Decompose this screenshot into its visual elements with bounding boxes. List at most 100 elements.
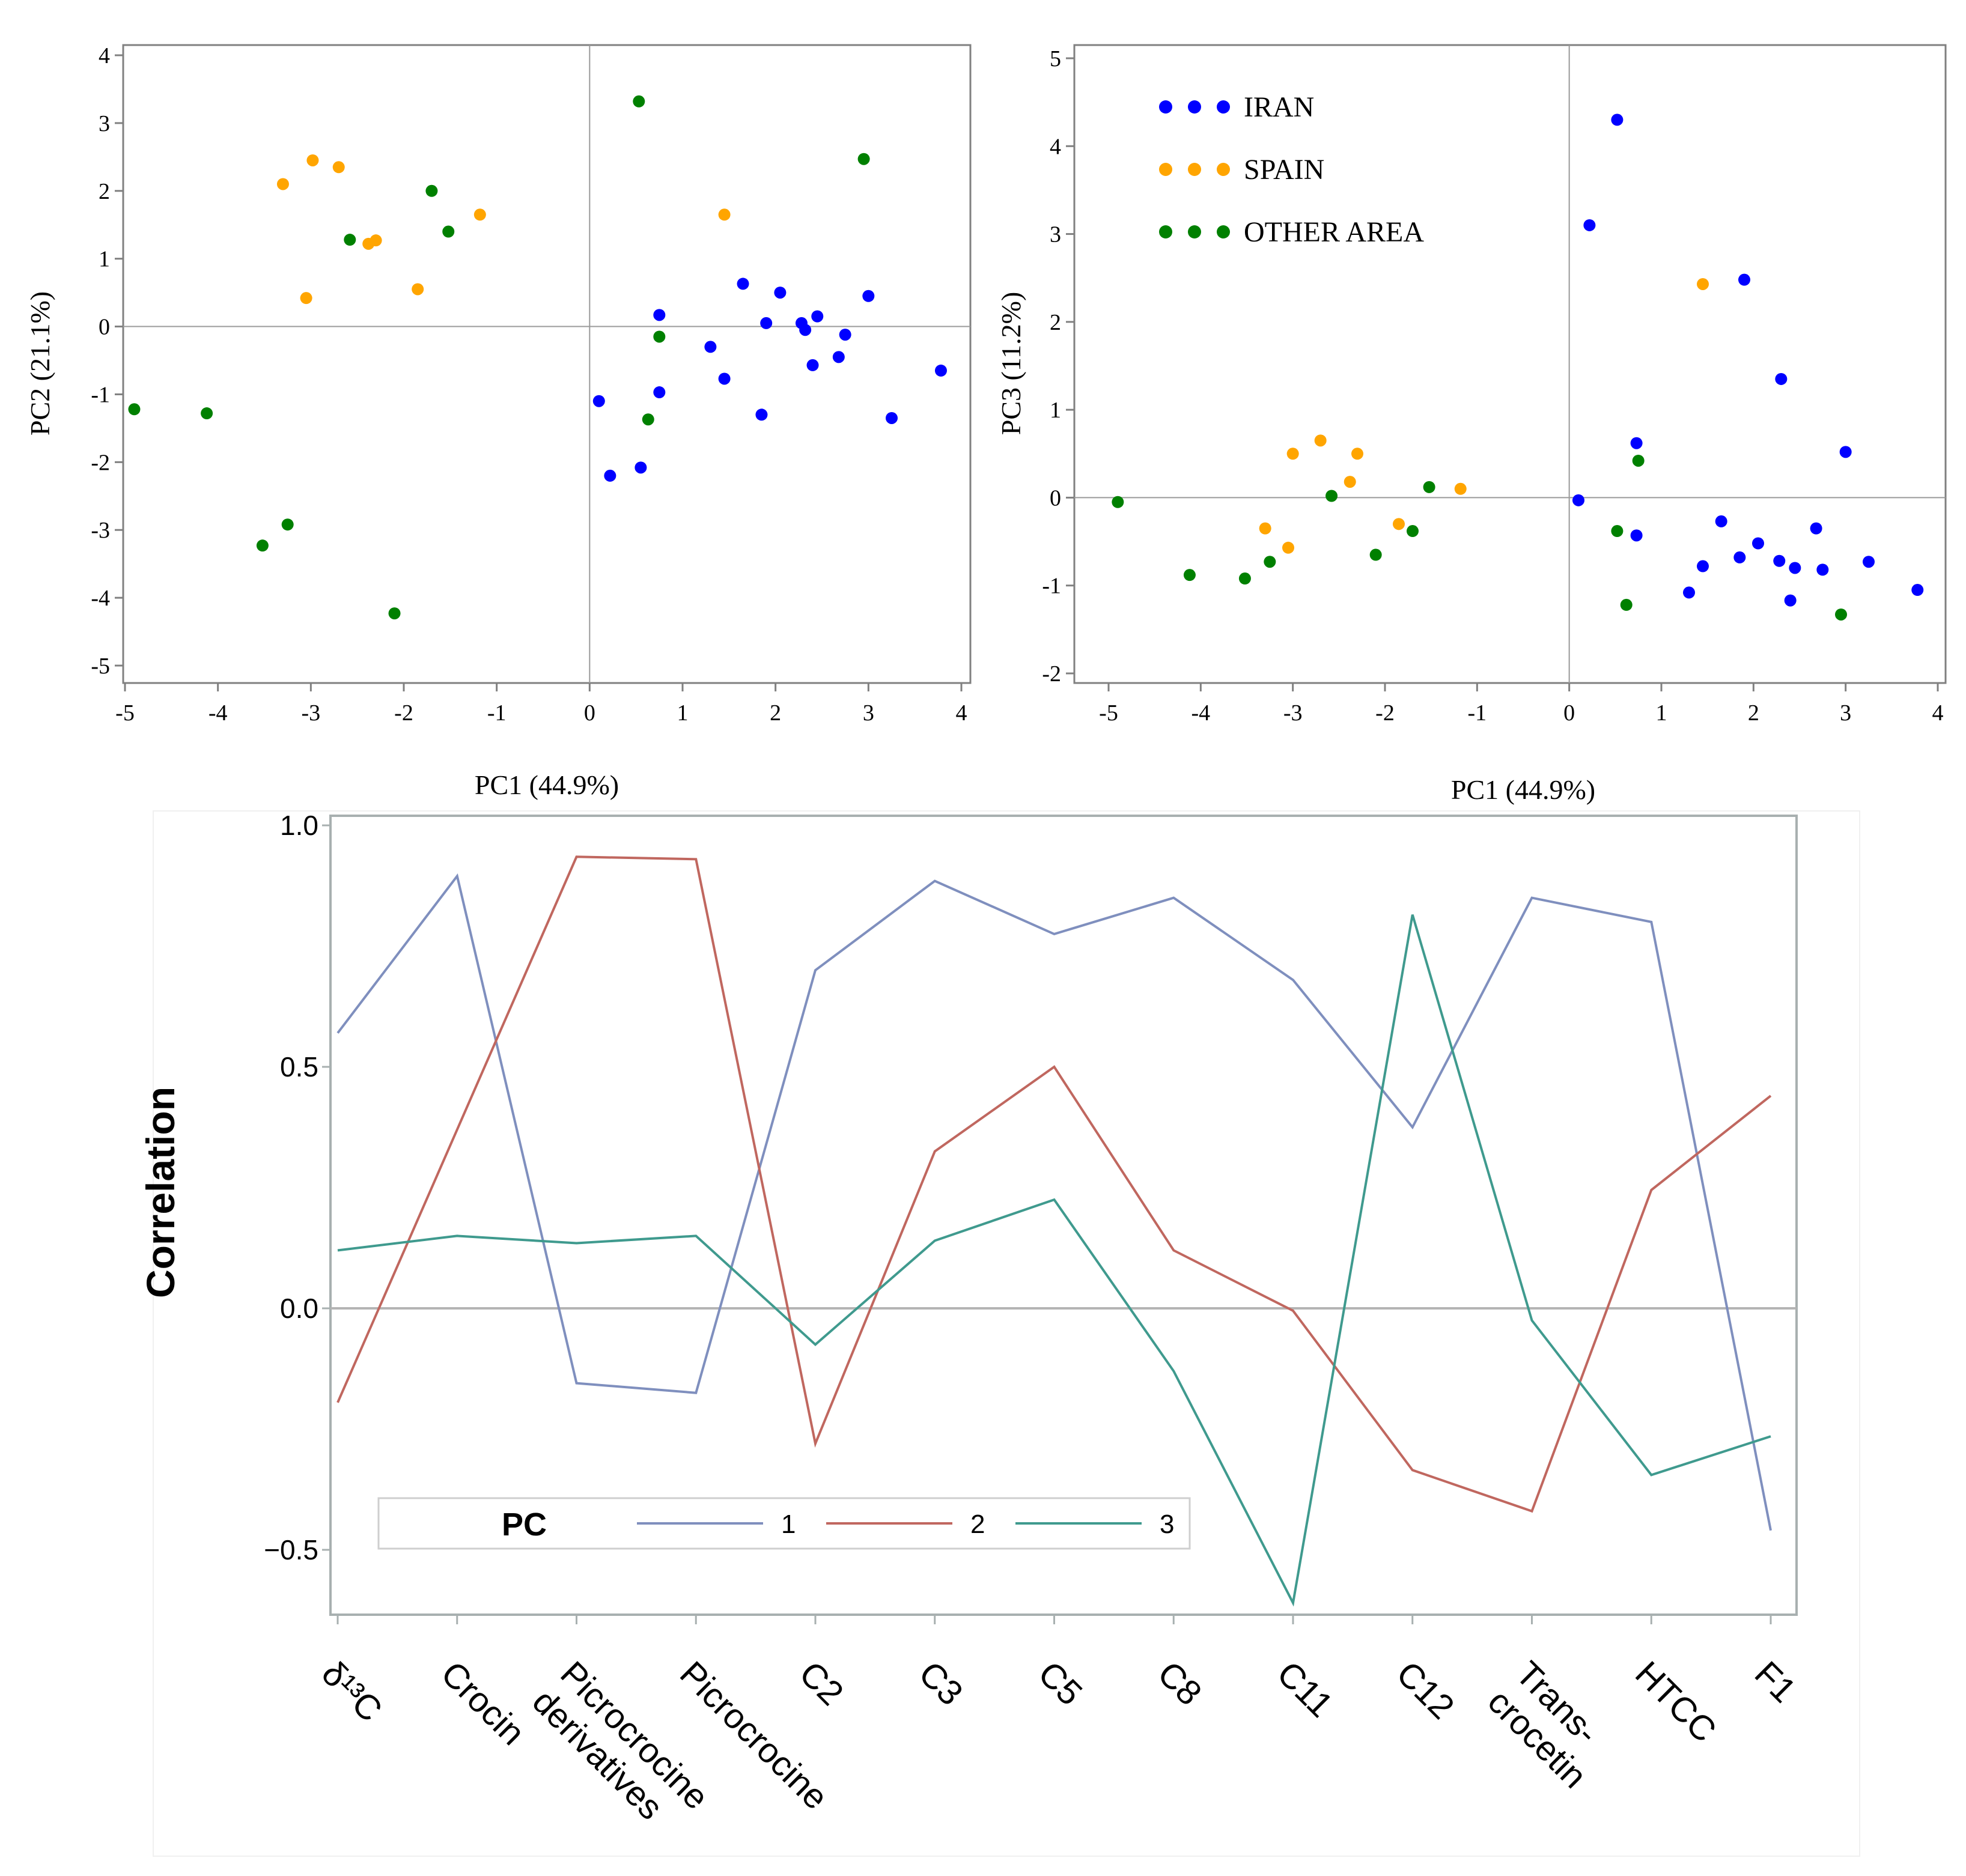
point-other-area — [1423, 481, 1435, 493]
point-iran — [1839, 446, 1852, 458]
point-other-area — [256, 539, 269, 552]
point-iran — [1816, 563, 1829, 576]
point-other-area — [344, 234, 356, 246]
point-spain — [1351, 448, 1363, 460]
point-iran — [1611, 114, 1624, 126]
series-line-pc1 — [336, 873, 1772, 1531]
point-spain — [1282, 541, 1294, 554]
point-other-area — [128, 403, 141, 416]
y-tick-label: 4 — [99, 43, 110, 68]
y-tick-label: -2 — [1042, 661, 1061, 687]
y-axis-label: PC3 (11.2%) — [996, 292, 1026, 436]
y-tick-label: 1.0 — [280, 810, 318, 841]
x-tick-label: 1 — [1656, 700, 1667, 726]
point-spain — [1697, 278, 1709, 290]
x-tick-label: -1 — [1468, 700, 1487, 726]
legend-marker — [1159, 100, 1172, 114]
y-tick-label: 2 — [99, 179, 110, 204]
legend-marker — [1188, 225, 1201, 238]
y-tick-label: -1 — [1042, 574, 1061, 599]
legend-marker — [1159, 163, 1172, 176]
y-tick-label: 5 — [1050, 46, 1061, 71]
x-tick-label: 1 — [677, 700, 689, 726]
point-iran — [839, 329, 851, 341]
legend-title: PC — [502, 1507, 547, 1543]
point-iran — [934, 364, 947, 377]
x-axis-label: PC1 (44.9%) — [1451, 774, 1595, 805]
point-spain — [306, 154, 319, 166]
series-line-pc3 — [337, 914, 1771, 1607]
point-iran — [811, 310, 824, 323]
point-other-area — [281, 518, 294, 531]
legend-label: OTHER AREA — [1244, 216, 1424, 248]
y-tick-label: 0.0 — [280, 1293, 318, 1324]
x-tick-label: -1 — [487, 700, 507, 726]
plot-frame — [329, 815, 1798, 1616]
point-other-area — [201, 407, 213, 420]
point-spain — [370, 234, 382, 247]
y-tick-label: 1 — [1050, 398, 1061, 423]
y-tick-label: 3 — [99, 111, 110, 136]
point-iran — [1810, 522, 1822, 535]
point-other-area — [1112, 496, 1124, 508]
x-tick-label: 4 — [956, 700, 967, 726]
legend-label: 1 — [781, 1510, 796, 1539]
point-iran — [1775, 372, 1788, 385]
x-tick-label: 3 — [1840, 700, 1851, 726]
point-iran — [1733, 551, 1746, 563]
point-iran — [1784, 594, 1797, 607]
point-iran — [799, 324, 812, 336]
point-other-area — [653, 330, 666, 343]
point-other-area — [442, 225, 455, 238]
point-iran — [1630, 437, 1643, 449]
point-iran — [755, 408, 768, 421]
x-tick-label: -5 — [115, 700, 135, 726]
point-other-area — [1620, 598, 1633, 611]
point-spain — [1259, 522, 1271, 535]
point-spain — [1393, 518, 1405, 530]
point-iran — [832, 351, 845, 363]
scatter-pc1-pc3: -5 -4 -3 -2 -1 0 1 2 3 4 5 4 3 2 1 0 -1 -2 IRAN SPAIN OTHER… — [996, 44, 1947, 805]
x-tick-label: -4 — [1191, 700, 1211, 726]
point-iran — [1683, 586, 1695, 599]
y-tick-label: 3 — [1050, 222, 1061, 247]
point-other-area — [642, 413, 654, 426]
point-iran — [1583, 219, 1596, 231]
x-tick-label: -2 — [1375, 700, 1395, 726]
point-iran — [604, 469, 616, 482]
x-tick-label: -3 — [1283, 700, 1303, 726]
point-iran — [1697, 560, 1709, 572]
x-tick-label: 2 — [770, 700, 781, 726]
point-other-area — [1238, 572, 1251, 585]
x-tick-label: 2 — [1748, 700, 1759, 726]
point-spain — [1454, 482, 1467, 495]
y-tick-label: -3 — [91, 518, 110, 543]
legend: IRAN SPAIN OTHER AREA — [1159, 91, 1424, 248]
point-iran — [737, 278, 749, 290]
panel-background — [153, 810, 1860, 1857]
point-spain — [332, 161, 345, 174]
y-tick-label: -2 — [91, 450, 110, 475]
legend-marker — [1217, 163, 1230, 176]
point-iran — [774, 287, 787, 299]
x-tick-label: 0 — [584, 700, 595, 726]
point-spain — [1314, 434, 1327, 447]
point-iran — [1789, 562, 1801, 574]
point-spain — [300, 292, 312, 305]
point-iran — [1738, 273, 1750, 286]
y-tick-label: -5 — [91, 654, 110, 679]
plot-frame — [122, 44, 972, 684]
point-other-area — [857, 153, 870, 165]
point-iran — [653, 386, 666, 399]
point-iran — [1715, 515, 1727, 527]
legend-marker — [1217, 100, 1230, 114]
y-tick-label: 0.5 — [280, 1051, 318, 1082]
point-other-area — [1632, 454, 1645, 467]
point-other-area — [1183, 569, 1196, 581]
point-iran — [862, 290, 875, 302]
point-iran — [1572, 494, 1584, 506]
point-iran — [704, 341, 717, 353]
point-iran — [886, 411, 898, 424]
point-iran — [806, 359, 819, 371]
